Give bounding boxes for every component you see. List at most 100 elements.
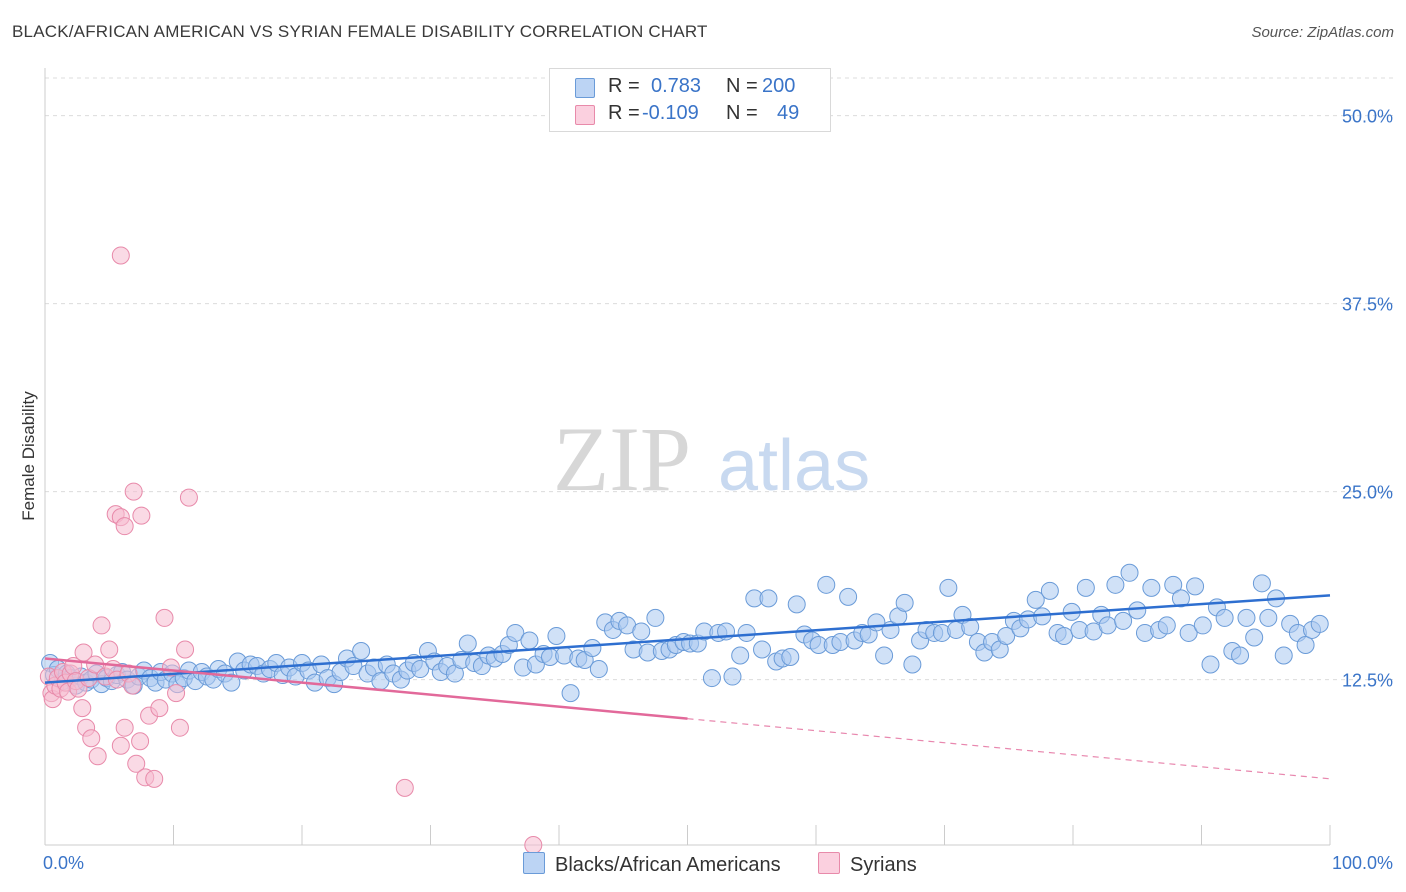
point-blacks — [1157, 616, 1176, 635]
legend-n-label: N = — [726, 75, 758, 97]
point-blacks — [787, 595, 806, 614]
legend-r-value: 0.783 — [651, 75, 702, 97]
point-blacks — [1186, 577, 1205, 596]
point-blacks — [895, 593, 914, 612]
trend-line-blacks — [44, 594, 1331, 684]
point-blacks — [753, 640, 772, 659]
source-label: Source: ZipAtlas.com — [1251, 24, 1394, 41]
point-blacks — [1193, 616, 1212, 635]
legend-row-syrians: R = -0.109 N = 49 — [550, 101, 830, 127]
point-blacks — [817, 575, 836, 594]
point-blacks — [1171, 589, 1190, 608]
point-syrians — [123, 676, 142, 695]
point-blacks — [759, 589, 778, 608]
point-blacks — [646, 608, 665, 627]
point-blacks — [997, 626, 1016, 645]
watermark-zip: ZIP — [553, 408, 691, 510]
y-tick-label: 50.0% — [1342, 107, 1393, 127]
point-blacks — [737, 623, 756, 642]
legend-n-value: 49 — [777, 102, 800, 124]
point-blacks — [1114, 611, 1133, 630]
point-blacks — [731, 646, 750, 665]
point-blacks — [839, 587, 858, 606]
point-blacks — [1142, 578, 1161, 597]
point-blacks — [781, 648, 800, 667]
legend-n-label: N = — [726, 102, 758, 124]
point-syrians — [111, 246, 130, 265]
y-tick-label: 37.5% — [1342, 295, 1393, 315]
point-syrians — [131, 732, 150, 751]
x-tick-label-min: 0.0% — [43, 853, 84, 873]
label-layer: 12.5% 25.0% 37.5% 50.0% 0.0% 100.0% — [43, 107, 1393, 873]
point-blacks — [1245, 628, 1264, 647]
point-syrians — [88, 747, 107, 766]
point-blacks — [352, 641, 371, 660]
point-syrians — [145, 769, 164, 788]
x-tick-label-max: 100.0% — [1332, 853, 1393, 873]
point-syrians — [82, 729, 101, 748]
point-syrians — [115, 718, 134, 737]
point-blacks — [1106, 575, 1125, 594]
point-blacks — [1026, 590, 1045, 609]
axis-layer — [44, 68, 1331, 846]
watermark-atlas: atlas — [718, 426, 870, 506]
legend-row-blacks: R = 0.783 N = 200 — [550, 74, 830, 100]
legend-n-value: 200 — [762, 75, 796, 97]
legend-box: R = 0.783 N = 200 R = -0.109 N = 49 — [549, 68, 831, 132]
legend-r-label: R = — [608, 75, 640, 97]
point-blacks — [1274, 646, 1293, 665]
bottom-legend-swatch-pink — [818, 852, 840, 874]
point-blacks — [723, 667, 742, 686]
point-syrians — [179, 488, 198, 507]
point-syrians — [100, 640, 119, 659]
y-tick-label: 25.0% — [1342, 483, 1393, 503]
point-blacks — [1164, 575, 1183, 594]
point-blacks — [589, 660, 608, 679]
point-blacks — [1310, 614, 1329, 633]
points-layer — [39, 246, 1329, 854]
y-tick-label: 12.5% — [1342, 671, 1393, 691]
point-blacks — [1237, 608, 1256, 627]
point-blacks — [961, 617, 980, 636]
point-blacks — [875, 646, 894, 665]
point-syrians — [155, 608, 174, 627]
point-blacks — [1040, 581, 1059, 600]
bottom-legend-swatch-blue — [523, 852, 545, 874]
point-blacks — [702, 669, 721, 688]
point-syrians — [92, 616, 111, 635]
point-blacks — [411, 660, 430, 679]
point-blacks — [1179, 623, 1198, 642]
point-blacks — [1098, 616, 1117, 635]
point-syrians — [150, 699, 169, 718]
point-blacks — [1055, 626, 1074, 645]
trend-line-syrians — [44, 657, 688, 720]
point-syrians — [111, 736, 130, 755]
point-blacks — [632, 622, 651, 641]
point-blacks — [547, 626, 566, 645]
legend-swatch-pink — [575, 105, 595, 125]
point-syrians — [176, 640, 195, 659]
point-syrians — [115, 517, 134, 536]
point-syrians — [132, 506, 151, 525]
point-blacks — [939, 578, 958, 597]
trend-layer — [44, 594, 1331, 780]
point-blacks — [1201, 655, 1220, 674]
point-blacks — [903, 655, 922, 674]
point-syrians — [524, 836, 543, 854]
point-syrians — [167, 684, 186, 703]
point-blacks — [1215, 608, 1234, 627]
point-blacks — [1252, 574, 1271, 593]
point-blacks — [1076, 578, 1095, 597]
point-syrians — [73, 699, 92, 718]
point-syrians — [170, 718, 189, 737]
point-blacks — [506, 623, 525, 642]
point-blacks — [1296, 635, 1315, 654]
chart-title: BLACK/AFRICAN AMERICAN VS SYRIAN FEMALE … — [12, 22, 708, 41]
bottom-legend-blacks: Blacks/African Americans — [523, 852, 781, 877]
bottom-legend-syrians: Syrians — [818, 852, 917, 877]
point-blacks — [458, 634, 477, 653]
legend-r-label: R = — [608, 102, 640, 124]
point-blacks — [222, 673, 241, 692]
point-syrians — [395, 778, 414, 797]
